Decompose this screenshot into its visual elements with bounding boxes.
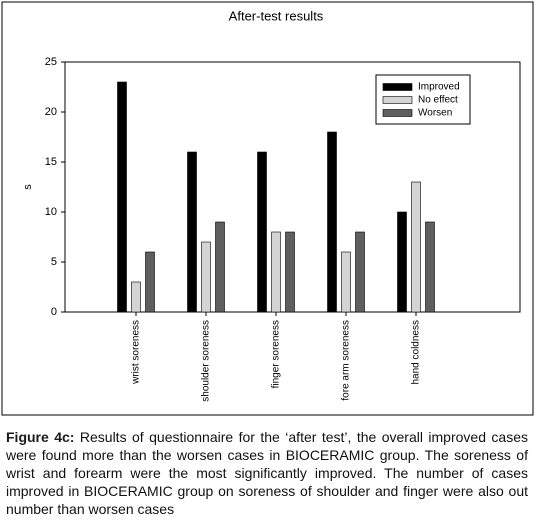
bar (425, 221, 435, 313)
legend-label: Worsen (418, 108, 452, 119)
x-tick-label: wrist soreness (131, 320, 142, 385)
x-tick-label: hand coldness (411, 320, 422, 385)
y-tick-label: 25 (45, 56, 57, 68)
figure-frame (1, 1, 534, 416)
bar (187, 151, 197, 313)
legend-label: Improved (418, 82, 460, 93)
y-tick-label: 0 (51, 306, 57, 318)
chart: After-test results s 0 5 10 15 20 25 wrist sor… (1, 1, 534, 416)
legend-swatch (382, 96, 413, 104)
bar (117, 81, 127, 313)
y-tick-label: 20 (45, 106, 57, 118)
x-tick-label: finger soreness (271, 320, 282, 388)
legend-swatch (382, 109, 413, 117)
bar (145, 251, 155, 313)
bar (411, 181, 421, 313)
bar (271, 231, 281, 313)
bar (327, 131, 337, 313)
caption-text: Results of questionnaire for the ‘after … (6, 429, 528, 517)
caption: Figure 4c: Results of questionnaire for … (6, 428, 528, 518)
bar (201, 241, 211, 313)
y-tick-label: 15 (45, 156, 57, 168)
caption-label: Figure 4c: (6, 429, 75, 445)
chart-title: After-test results (229, 8, 324, 23)
legend-swatch (382, 83, 413, 91)
bar (215, 221, 225, 313)
y-tick-label: 5 (51, 256, 57, 268)
x-tick-label: shoulder soreness (201, 320, 212, 402)
y-tick-label: 10 (45, 206, 57, 218)
bar (257, 151, 267, 313)
x-tick-label: fore arm soreness (341, 320, 352, 401)
bar (131, 281, 141, 313)
bar (285, 231, 295, 313)
bar (341, 251, 351, 313)
legend-label: No effect (418, 95, 458, 106)
y-axis-label: s (22, 184, 34, 190)
bar (355, 231, 365, 313)
bar (397, 211, 407, 313)
